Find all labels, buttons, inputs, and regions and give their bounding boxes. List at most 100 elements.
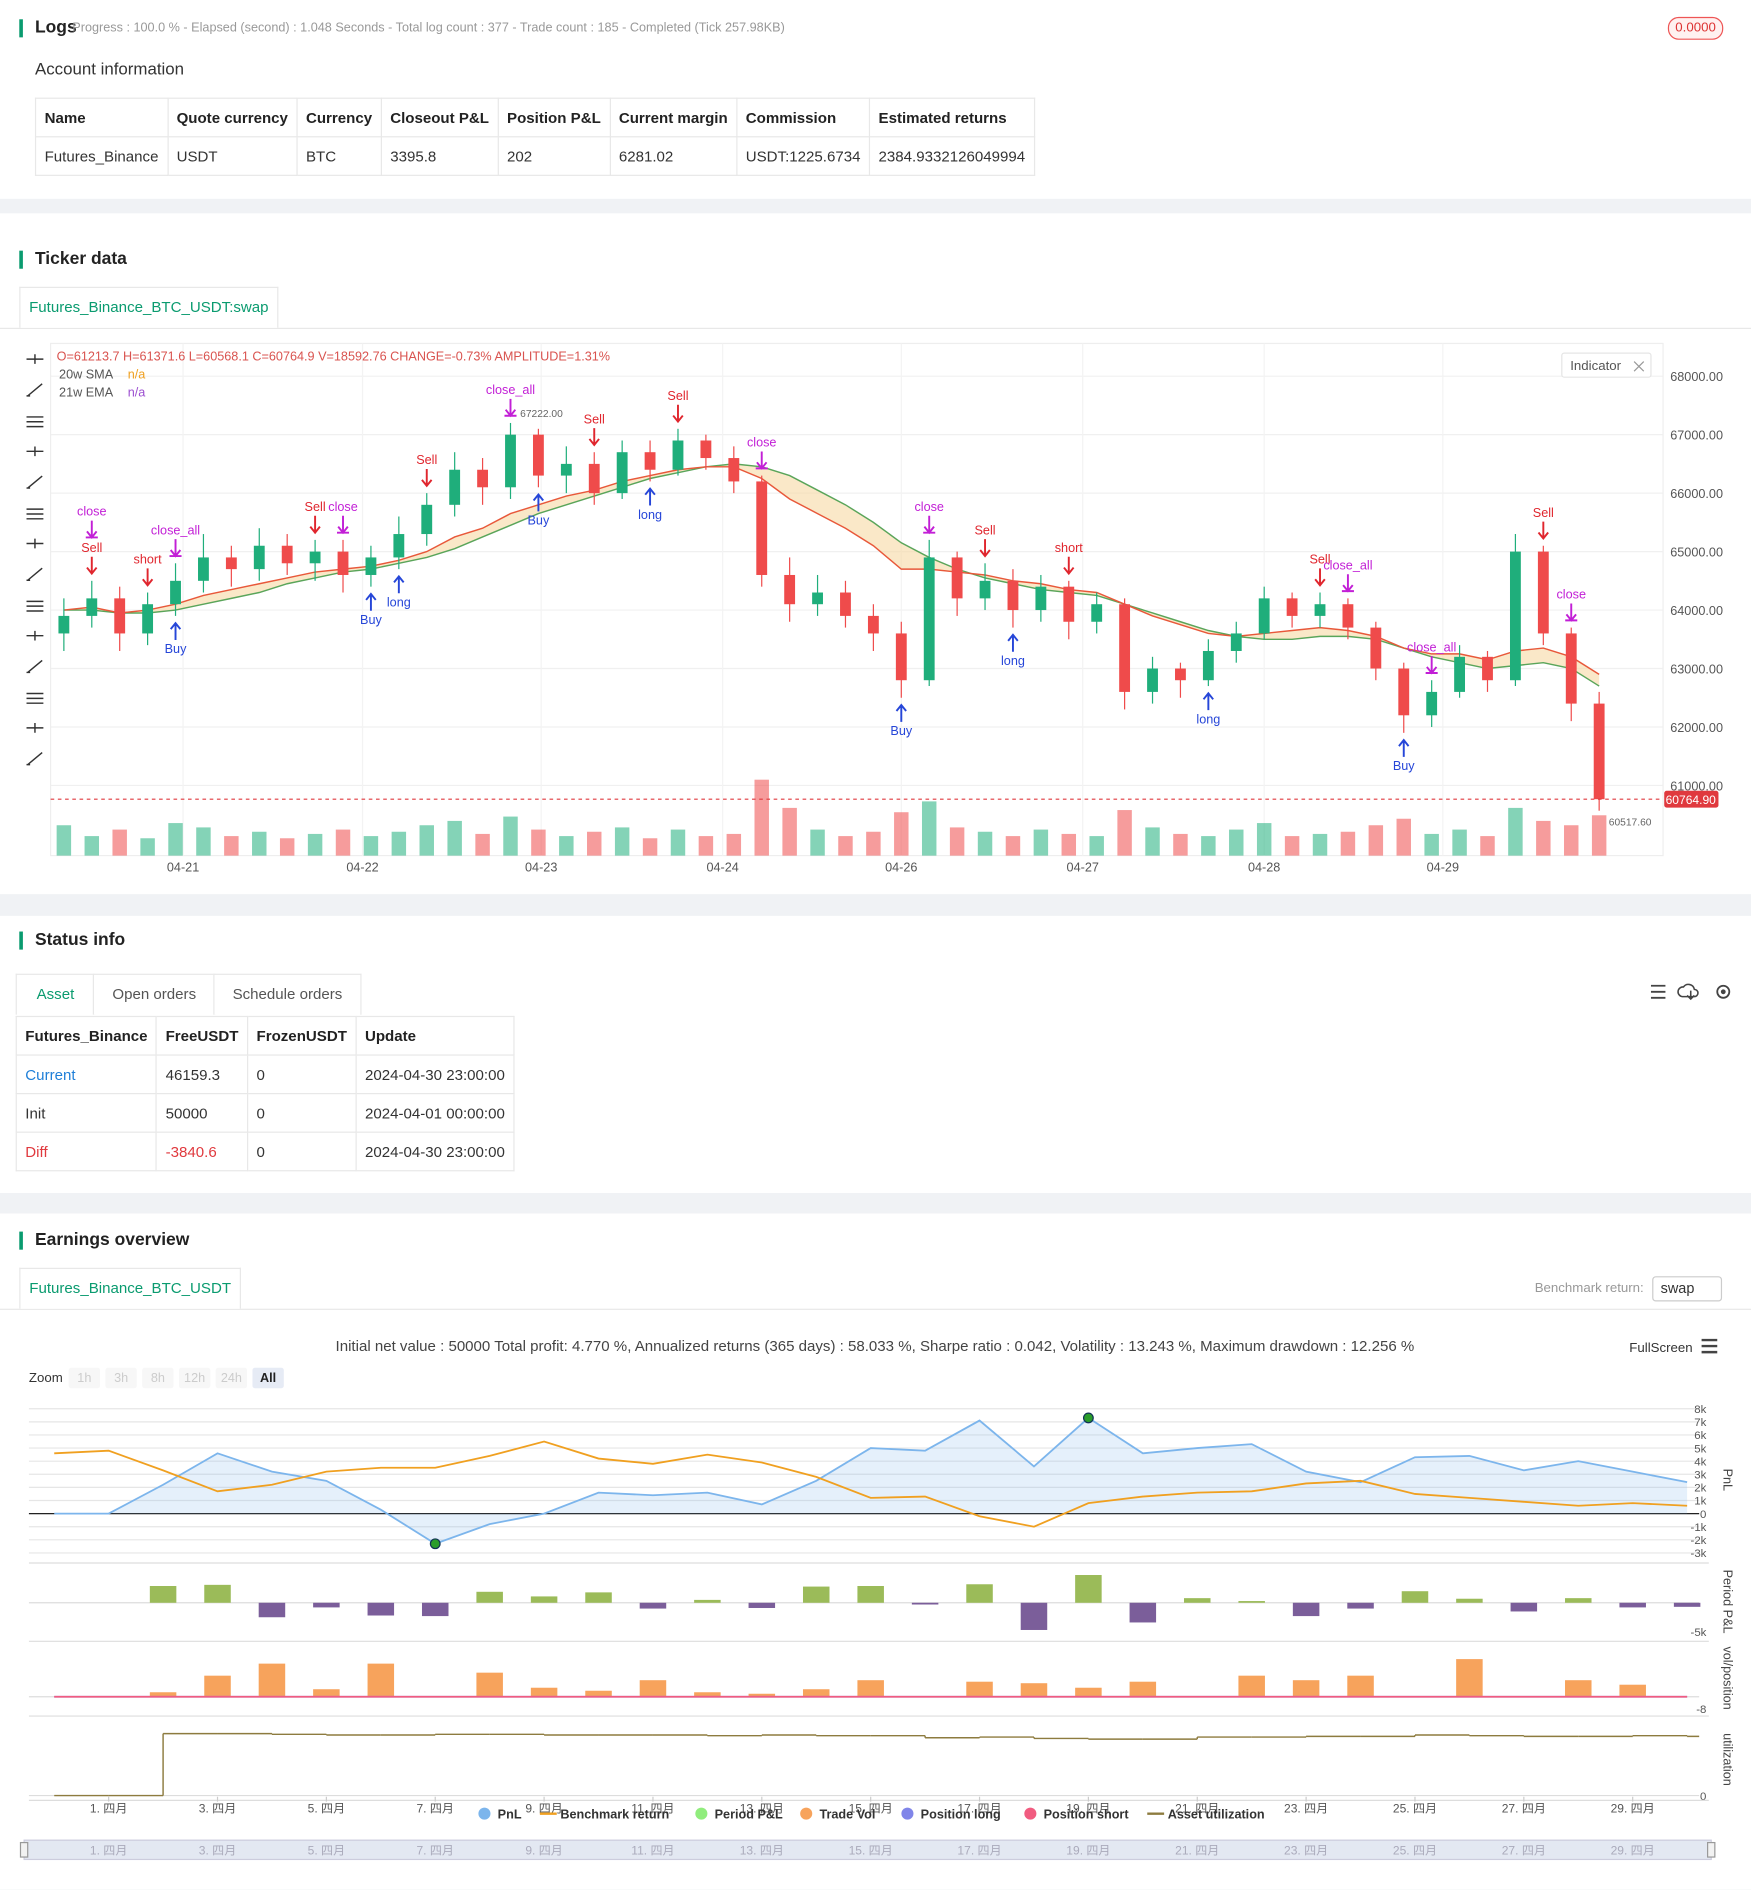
indicator-box[interactable] xyxy=(1561,352,1652,378)
volume-bar xyxy=(224,836,239,856)
candle-body xyxy=(867,615,879,634)
legend-icon xyxy=(901,1807,914,1820)
marker-arrow xyxy=(1314,568,1326,587)
last-price-box xyxy=(1664,790,1719,808)
candle-body xyxy=(1063,586,1075,622)
ticker-tab[interactable]: Futures_Binance_BTC_USDT:swap xyxy=(19,286,279,328)
marker-label: close_all xyxy=(1407,640,1456,654)
volume-bar xyxy=(1312,833,1328,856)
marker-label: Buy xyxy=(528,514,550,528)
logs-section: Logs Progress : 100.0 % - Elapsed (secon… xyxy=(0,0,1751,199)
candle-body xyxy=(365,557,377,575)
x-tick-label: 04-23 xyxy=(525,860,557,874)
marker-arrow xyxy=(755,451,768,470)
candle-body xyxy=(1286,598,1298,616)
x-tick-label: 17. 四月 xyxy=(957,1801,1001,1815)
bar xyxy=(966,1681,993,1697)
x-tick-label: 04-21 xyxy=(167,860,199,874)
marker-label: Buy xyxy=(1393,759,1415,773)
progress: Progress : 100.0 % - Elapsed (second) : … xyxy=(72,20,785,35)
ticker-title: Ticker data xyxy=(19,250,127,269)
y-tick-label: 1k xyxy=(1694,1496,1706,1508)
benchmark-label: Benchmark return: xyxy=(1534,1281,1644,1296)
volume-bar xyxy=(977,831,993,856)
volume-bar xyxy=(391,831,407,856)
legend-label[interactable]: Position long xyxy=(921,1807,1001,1821)
bar xyxy=(694,1599,721,1603)
bar xyxy=(1565,1680,1592,1697)
x-tick-label: 9. 四月 xyxy=(525,1801,563,1815)
volume-bar xyxy=(112,829,127,856)
bar xyxy=(1619,1684,1646,1697)
legend-label[interactable]: PnL xyxy=(498,1807,522,1821)
volume-bar xyxy=(335,829,351,856)
earnings-tab[interactable]: Futures_Binance_BTC_USDT xyxy=(19,1267,242,1309)
cell: Futures_Binance xyxy=(34,136,169,176)
tab-line xyxy=(0,1308,1751,1310)
volume-bar xyxy=(754,779,769,856)
last-price-label: 60764.90 xyxy=(1666,793,1717,807)
cell: USDT:1225.6734 xyxy=(736,136,871,176)
y-tick-label: 8k xyxy=(1694,1404,1706,1416)
marker-label: close xyxy=(77,505,107,519)
tool-icon xyxy=(26,354,44,364)
bar xyxy=(530,1687,558,1697)
y-tick-label: 0 xyxy=(1700,1791,1706,1803)
x-tick-label: 3. 四月 xyxy=(199,1801,237,1815)
bar xyxy=(367,1602,395,1616)
candle-body xyxy=(1454,656,1466,692)
legend-icon xyxy=(695,1807,708,1820)
legend-label[interactable]: Asset utilization xyxy=(1168,1807,1265,1821)
y-tick-label: 67000.00 xyxy=(1670,428,1723,442)
marker-arrow xyxy=(421,469,433,488)
legend-label[interactable]: Trade Vol xyxy=(819,1807,875,1821)
marker-arrow xyxy=(1537,521,1549,541)
x-tick-label: 29. 四月 xyxy=(1611,1801,1655,1815)
x-tick-label: 13. 四月 xyxy=(740,1801,784,1815)
legend-label[interactable]: Benchmark return xyxy=(560,1807,669,1821)
marker-arrow xyxy=(1398,738,1410,757)
marker-label: Buy xyxy=(360,613,382,627)
status-tab[interactable]: Asset xyxy=(15,973,96,1015)
bar xyxy=(204,1675,231,1697)
cell: 2024-04-30 23:00:00 xyxy=(355,1054,515,1095)
status-section: Status info Asset Open orders Schedule ord… xyxy=(0,915,1751,1194)
marker-arrow xyxy=(1425,656,1438,675)
x-tick-label: 7. 四月 xyxy=(416,1801,454,1815)
status-tab[interactable]: Open orders xyxy=(92,973,216,1015)
volume-bar xyxy=(1256,823,1272,856)
legend-icon xyxy=(1024,1807,1037,1820)
menu-icon xyxy=(1701,1338,1718,1354)
marker-label: close_all xyxy=(151,523,200,537)
cell: 202 xyxy=(497,136,611,176)
tool-icon xyxy=(26,752,43,766)
marker-label: long xyxy=(638,508,662,522)
nav-handle xyxy=(1707,1841,1716,1858)
marker-label: Buy xyxy=(890,724,912,738)
bar xyxy=(313,1602,340,1608)
zoom-button-label: 3h xyxy=(114,1371,128,1385)
data-table: Futures_Binance FreeUSDT FrozenUSDT Update C… xyxy=(15,1015,515,1172)
bar xyxy=(1510,1602,1538,1612)
candle-body xyxy=(1482,656,1493,681)
marker-arrow xyxy=(336,515,350,535)
cell: 46159.3 xyxy=(155,1054,249,1095)
legend-label[interactable]: Period P&L xyxy=(715,1807,783,1821)
status-icons xyxy=(1650,983,1731,1001)
candle-body xyxy=(1202,650,1214,681)
status-tab[interactable]: Schedule orders xyxy=(213,973,362,1015)
volume-bar xyxy=(949,827,965,856)
bar xyxy=(1020,1683,1048,1697)
benchmark-select[interactable]: swap xyxy=(1652,1276,1723,1302)
bar xyxy=(1238,1675,1265,1697)
header-cell: Futures_Binance xyxy=(15,1015,158,1056)
marker-arrow xyxy=(923,515,936,535)
candle-body xyxy=(588,463,600,494)
status-title: Status info xyxy=(19,931,125,950)
x-tick-label: 19. 四月 xyxy=(1066,1801,1110,1815)
row: Current 46159.3 0 2024-04-30 23:00:00 xyxy=(15,1054,515,1095)
x-tick-label: 25. 四月 xyxy=(1393,1801,1437,1815)
legend-label[interactable]: Position short xyxy=(1044,1807,1130,1821)
bar xyxy=(476,1591,503,1603)
